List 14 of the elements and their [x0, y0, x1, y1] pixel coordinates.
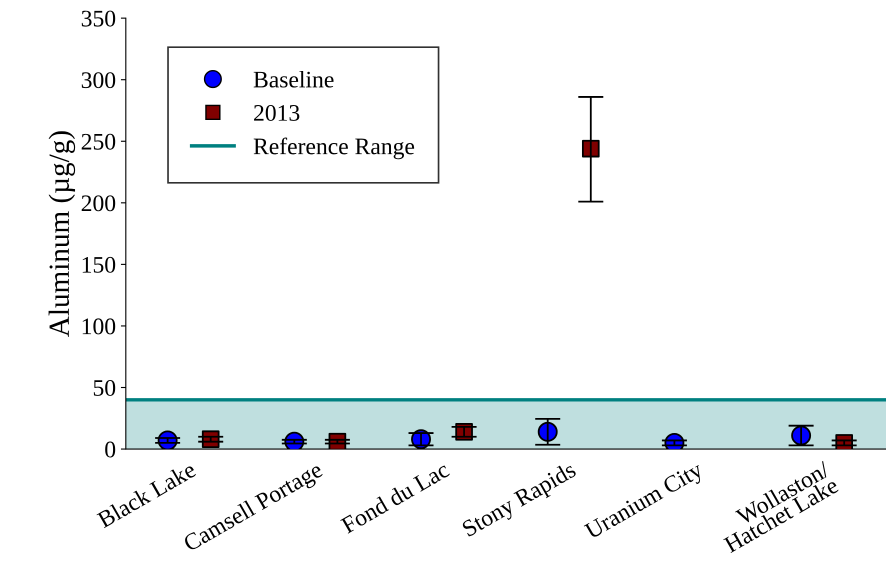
- legend-label: 2013: [254, 104, 300, 121]
- y-tick-label: 50: [94, 380, 116, 396]
- y-axis-title: Aluminum (µg/g): [48, 131, 76, 337]
- y-tick-label: 100: [82, 318, 116, 334]
- legend-label: Baseline: [254, 70, 334, 88]
- x-tick-label: Black Lake: [96, 460, 197, 528]
- y-tick-label: 350: [82, 10, 116, 27]
- y-tick-label: 250: [82, 134, 116, 150]
- y-tick-label: 150: [82, 256, 116, 273]
- legend-label: Reference Range: [254, 138, 414, 160]
- x-tick-label: Fond du Lac: [340, 460, 450, 534]
- y-tick-label: 200: [82, 195, 116, 212]
- y-tick-label: 300: [82, 72, 116, 88]
- y-tick-label: 0: [105, 442, 116, 458]
